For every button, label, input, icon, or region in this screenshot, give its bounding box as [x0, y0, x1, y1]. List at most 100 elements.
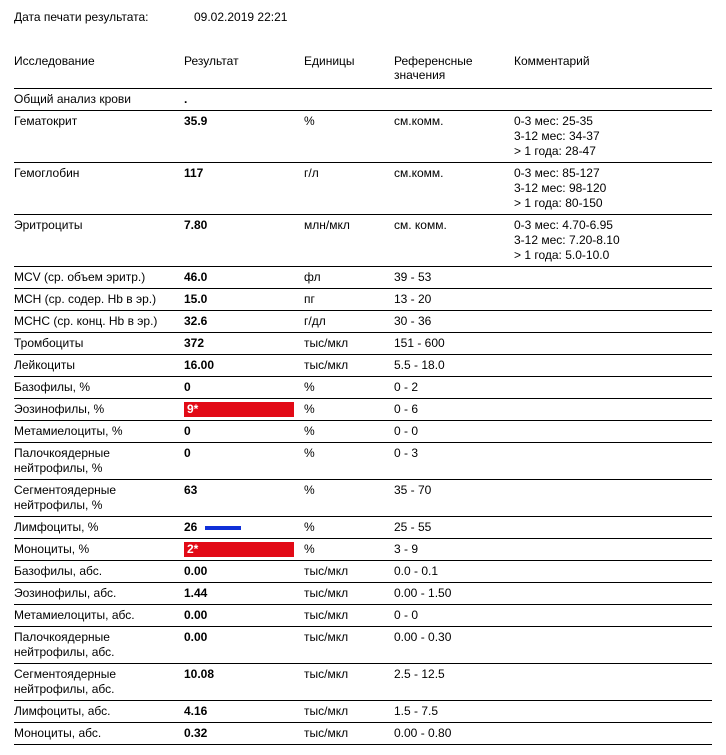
cell-name: Лейкоциты: [14, 355, 184, 377]
cell-ref: 3 - 9: [394, 539, 514, 561]
col-result: Результат: [184, 52, 304, 89]
cell-name: Сегментоядерные нейтрофилы, абс.: [14, 664, 184, 701]
cell-ref: 0.00 - 0.30: [394, 627, 514, 664]
table-row: Общий анализ крови.: [14, 89, 712, 111]
print-date-label: Дата печати результата:: [14, 10, 194, 24]
cell-comment: [514, 539, 712, 561]
cell-unit: %: [304, 377, 394, 399]
cell-name: MCV (ср. объем эритр.): [14, 267, 184, 289]
cell-name: Тромбоциты: [14, 333, 184, 355]
col-ref: Референсные значения: [394, 52, 514, 89]
col-unit: Единицы: [304, 52, 394, 89]
cell-comment: [514, 333, 712, 355]
cell-result: 15.0: [184, 289, 304, 311]
cell-ref: 5.5 - 18.0: [394, 355, 514, 377]
cell-name: Сегментоядерные нейтрофилы, %: [14, 480, 184, 517]
print-date: Дата печати результата: 09.02.2019 22:21: [14, 10, 712, 24]
cell-ref: 25 - 55: [394, 517, 514, 539]
cell-name: Эритроциты: [14, 215, 184, 267]
cell-name: Общий анализ крови: [14, 89, 184, 111]
cell-comment: [514, 311, 712, 333]
cell-result: 117: [184, 163, 304, 215]
cell-name: Моноциты, %: [14, 539, 184, 561]
table-row: Базофилы, абс.0.00тыс/мкл0.0 - 0.1: [14, 561, 712, 583]
cell-name: Эозинофилы, %: [14, 399, 184, 421]
cell-comment: 0-3 мес: 85-1273-12 мес: 98-120> 1 года:…: [514, 163, 712, 215]
cell-result: 26: [184, 517, 304, 539]
cell-result: 2*: [184, 539, 304, 561]
cell-unit: тыс/мкл: [304, 333, 394, 355]
cell-comment: [514, 517, 712, 539]
table-row: Лимфоциты, абс.4.16тыс/мкл1.5 - 7.5: [14, 701, 712, 723]
col-name: Исследование: [14, 52, 184, 89]
cell-result: 0.00: [184, 627, 304, 664]
cell-result: 9*: [184, 399, 304, 421]
cell-ref: 1.5 - 7.5: [394, 701, 514, 723]
cell-ref: 0 - 6: [394, 399, 514, 421]
cell-ref: см.комм.: [394, 163, 514, 215]
cell-comment: [514, 267, 712, 289]
table-row: Эозинофилы, абс.1.44тыс/мкл0.00 - 1.50: [14, 583, 712, 605]
cell-unit: тыс/мкл: [304, 664, 394, 701]
cell-name: Гематокрит: [14, 111, 184, 163]
cell-result: 0: [184, 421, 304, 443]
cell-comment: [514, 723, 712, 745]
cell-ref: 35 - 70: [394, 480, 514, 517]
cell-unit: г/л: [304, 163, 394, 215]
cell-ref: см.комм.: [394, 111, 514, 163]
cell-result: 35.9: [184, 111, 304, 163]
cell-unit: %: [304, 539, 394, 561]
cell-comment: [514, 701, 712, 723]
cell-ref: 30 - 36: [394, 311, 514, 333]
cell-name: Лимфоциты, %: [14, 517, 184, 539]
cell-unit: %: [304, 399, 394, 421]
table-row: Базофилы, %0%0 - 2: [14, 377, 712, 399]
cell-ref: [394, 89, 514, 111]
cell-result: 0: [184, 377, 304, 399]
cell-unit: тыс/мкл: [304, 605, 394, 627]
cell-name: Моноциты, абс.: [14, 723, 184, 745]
table-row: Гематокрит35.9%см.комм.0-3 мес: 25-353-1…: [14, 111, 712, 163]
cell-name: Гемоглобин: [14, 163, 184, 215]
table-row: MCHC (ср. конц. Hb в эр.)32.6г/дл30 - 36: [14, 311, 712, 333]
cell-name: Палочкоядерные нейтрофилы, абс.: [14, 627, 184, 664]
cell-ref: 0.00 - 1.50: [394, 583, 514, 605]
cell-result: 0.00: [184, 561, 304, 583]
table-row: Лейкоциты16.00тыс/мкл5.5 - 18.0: [14, 355, 712, 377]
flag-red: 2*: [184, 542, 294, 557]
table-row: Моноциты, %2*%3 - 9: [14, 539, 712, 561]
flag-red: 9*: [184, 402, 294, 417]
cell-ref: 0 - 3: [394, 443, 514, 480]
cell-result: 10.08: [184, 664, 304, 701]
table-row: Сегментоядерные нейтрофилы, %63%35 - 70: [14, 480, 712, 517]
cell-unit: г/дл: [304, 311, 394, 333]
cell-ref: 151 - 600: [394, 333, 514, 355]
table-row: Метамиелоциты, %0%0 - 0: [14, 421, 712, 443]
cell-result: 32.6: [184, 311, 304, 333]
cell-unit: %: [304, 111, 394, 163]
cell-comment: [514, 480, 712, 517]
cell-ref: 39 - 53: [394, 267, 514, 289]
cell-name: Палочкоядерные нейтрофилы, %: [14, 443, 184, 480]
print-date-value: 09.02.2019 22:21: [194, 10, 287, 24]
flag-blue-bar: [205, 526, 241, 530]
cell-comment: [514, 421, 712, 443]
cell-ref: 0 - 0: [394, 421, 514, 443]
cell-unit: %: [304, 421, 394, 443]
table-row: Лимфоциты, %26%25 - 55: [14, 517, 712, 539]
cell-result: 0: [184, 443, 304, 480]
cell-unit: тыс/мкл: [304, 701, 394, 723]
table-row: Метамиелоциты, абс.0.00тыс/мкл0 - 0: [14, 605, 712, 627]
cell-unit: млн/мкл: [304, 215, 394, 267]
table-row: Гемоглобин117г/лсм.комм.0-3 мес: 85-1273…: [14, 163, 712, 215]
cell-unit: тыс/мкл: [304, 627, 394, 664]
cell-result: 63: [184, 480, 304, 517]
cell-ref: 0 - 0: [394, 605, 514, 627]
cell-unit: %: [304, 480, 394, 517]
cell-unit: пг: [304, 289, 394, 311]
cell-unit: [304, 89, 394, 111]
cell-name: Лимфоциты, абс.: [14, 701, 184, 723]
cell-comment: [514, 355, 712, 377]
results-table: Исследование Результат Единицы Референсн…: [14, 52, 712, 745]
cell-name: Базофилы, абс.: [14, 561, 184, 583]
